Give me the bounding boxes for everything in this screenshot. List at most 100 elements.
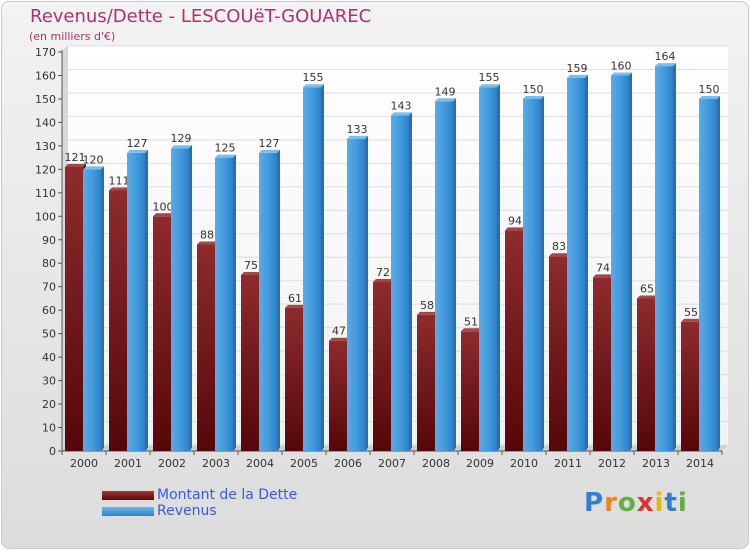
y-gridline-depth: [61, 45, 69, 53]
bar-top-dette-2009: [461, 328, 482, 332]
bar-top-revenus-2005: [303, 84, 324, 88]
x-tick-label-2000: 2000: [70, 457, 98, 470]
bar-side-revenus-2011: [585, 74, 588, 451]
data-label-revenus-2003: 125: [215, 142, 236, 155]
data-label-dette-2005: 61: [288, 292, 302, 305]
bar-dette-2010: [505, 230, 523, 451]
y-tick-label: 20: [42, 398, 56, 411]
bar-side-revenus-2013: [673, 63, 676, 452]
bar-side-revenus-2004: [277, 149, 280, 451]
legend-item-dette: Montant de la Dette: [102, 487, 402, 503]
bar-dette-2004: [241, 274, 259, 451]
chart-subtitle: (en milliers d'€): [29, 30, 116, 43]
bar-dette-2005: [285, 307, 303, 451]
data-label-revenus-2012: 160: [611, 59, 632, 72]
bar-dette-2008: [417, 314, 435, 451]
bar-top-revenus-2004: [259, 149, 280, 153]
y-tick-label: 140: [35, 116, 56, 129]
bar-top-revenus-2008: [435, 98, 456, 102]
bar-top-revenus-2012: [611, 72, 632, 76]
bar-top-revenus-2011: [567, 74, 588, 78]
bar-top-dette-2012: [593, 274, 614, 278]
bar-top-dette-2004: [241, 271, 262, 275]
logo-letter: i: [677, 488, 688, 518]
y-tick-label: 50: [42, 328, 56, 341]
bar-top-revenus-2013: [655, 63, 676, 67]
data-label-dette-2014: 55: [684, 306, 698, 319]
bar-dette-2014: [681, 321, 699, 451]
bar-dette-2003: [197, 244, 215, 451]
legend-swatch-dette: [102, 491, 154, 500]
bar-top-dette-2001: [109, 187, 130, 191]
bar-dette-2007: [373, 282, 391, 451]
bar-revenus-2006: [347, 138, 365, 451]
logo-letter: o: [617, 488, 637, 518]
bar-top-dette-2013: [637, 295, 658, 299]
bar-side-revenus-2010: [541, 95, 544, 452]
logo-letter: x: [636, 488, 655, 518]
bar-top-dette-2003: [197, 241, 218, 245]
y-tick-label: 150: [35, 93, 56, 106]
bar-top-dette-2005: [285, 304, 306, 308]
bar-side-revenus-2006: [365, 135, 368, 451]
y-tick-label: 30: [42, 375, 56, 388]
y-tick-label: 40: [42, 351, 56, 364]
bar-dette-2012: [593, 277, 611, 451]
bar-revenus-2003: [215, 157, 233, 451]
legend-label-dette: Montant de la Dette: [157, 487, 298, 503]
bar-top-dette-2010: [505, 227, 526, 231]
y-tick-label: 130: [35, 140, 56, 153]
bar-top-revenus-2007: [391, 112, 412, 116]
bar-side-revenus-2003: [233, 154, 236, 451]
bar-top-revenus-2000: [83, 166, 104, 170]
x-tick-label-2004: 2004: [246, 457, 274, 470]
logo-letter: i: [654, 488, 665, 518]
data-label-dette-2006: 47: [332, 325, 346, 338]
data-label-revenus-2001: 127: [127, 137, 148, 150]
bar-dette-2001: [109, 190, 127, 451]
data-label-revenus-2004: 127: [259, 137, 280, 150]
y-tick-label: 170: [35, 46, 56, 59]
bar-revenus-2011: [567, 77, 585, 451]
legend-item-revenus: Revenus: [102, 503, 402, 519]
x-tick-label-2003: 2003: [202, 457, 230, 470]
data-label-dette-2008: 58: [420, 299, 434, 312]
legend-label-revenus: Revenus: [157, 503, 217, 519]
bar-revenus-2002: [171, 148, 189, 451]
bar-side-revenus-2007: [409, 112, 412, 451]
y-tick-label: 80: [42, 257, 56, 270]
bar-revenus-2007: [391, 115, 409, 451]
data-label-dette-2012: 74: [596, 261, 610, 274]
x-tick-label-2005: 2005: [290, 457, 318, 470]
bar-revenus-2010: [523, 98, 541, 452]
logo-letter: t: [664, 488, 678, 518]
bar-top-dette-2006: [329, 337, 350, 341]
x-tick-label-2008: 2008: [422, 457, 450, 470]
x-tick-label-2010: 2010: [510, 457, 538, 470]
data-label-revenus-2006: 133: [347, 123, 368, 136]
data-label-revenus-2011: 159: [567, 62, 588, 75]
data-label-dette-2013: 65: [640, 282, 654, 295]
x-tick-label-2001: 2001: [114, 457, 142, 470]
bar-top-revenus-2014: [699, 95, 720, 99]
bar-top-dette-2008: [417, 311, 438, 315]
proxiti-logo: Proxiti: [584, 488, 688, 518]
y-tick-label: 60: [42, 304, 56, 317]
logo-letter: P: [584, 488, 605, 518]
x-tick-label-2002: 2002: [158, 457, 186, 470]
x-tick-label-2012: 2012: [598, 457, 626, 470]
bar-dette-2006: [329, 340, 347, 451]
bar-side-revenus-2012: [629, 72, 632, 452]
bar-top-dette-2000: [65, 164, 86, 168]
data-label-dette-2001: 111: [109, 174, 130, 187]
y-gridline-depth: [61, 69, 69, 76]
chart-title: Revenus/Dette - LESCOUëT-GOUAREC: [30, 6, 372, 27]
data-label-dette-2004: 75: [244, 259, 258, 272]
bar-top-dette-2007: [373, 279, 394, 283]
x-tick-label-2013: 2013: [642, 457, 670, 470]
data-label-revenus-2009: 155: [479, 71, 500, 84]
y-tick-label: 70: [42, 281, 56, 294]
data-label-dette-2002: 100: [153, 200, 174, 213]
bar-revenus-2000: [83, 169, 101, 451]
bar-top-revenus-2006: [347, 135, 368, 139]
